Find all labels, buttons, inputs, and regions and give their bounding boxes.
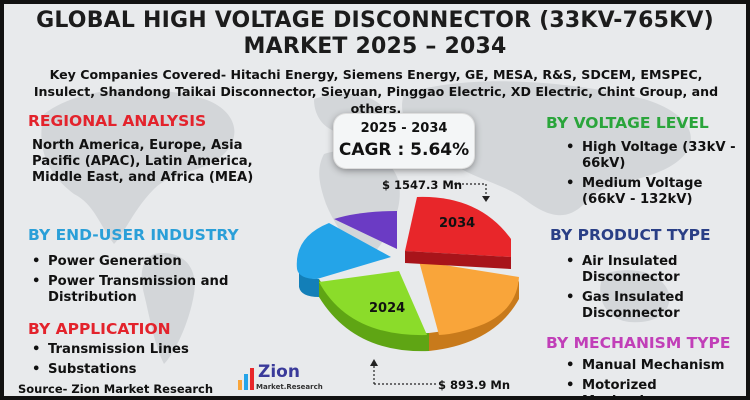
- title-line-2: MARKET 2025 – 2034: [243, 34, 507, 59]
- list-item: Air Insulated Disconnector: [562, 254, 742, 286]
- list-item: Gas Insulated Disconnector: [562, 290, 742, 322]
- list-item: Motorized Mechanism: [562, 378, 744, 396]
- list-item: Power Transmission and Distribution: [28, 274, 268, 306]
- regional-analysis-heading: REGIONAL ANALYSIS: [28, 112, 207, 130]
- logo-subtitle: Market.Research: [256, 383, 323, 391]
- logo-name: Zion: [258, 362, 300, 382]
- list-item: Substations: [28, 362, 268, 378]
- list-item: Medium Voltage (66kV - 132kV): [562, 176, 742, 208]
- source-note: Source- Zion Market Research: [18, 382, 214, 396]
- list-item: High Voltage (33kV - 66kV): [562, 140, 742, 172]
- slice-green: [319, 271, 427, 336]
- slice-blue: [296, 223, 391, 279]
- annotation-2024-arrow: [370, 359, 436, 385]
- key-companies: Key Companies Covered- Hitachi Energy, S…: [33, 67, 719, 116]
- slice-red: [405, 196, 511, 257]
- cagr-value: CAGR : 5.64%: [338, 140, 470, 160]
- end-user-heading: BY END-USER INDUSTRY: [28, 226, 239, 244]
- voltage-level-heading: BY VOLTAGE LEVEL: [546, 114, 709, 132]
- end-user-list: Power Generation Power Transmission and …: [28, 254, 268, 310]
- value-2034: $ 1547.3 Mn: [382, 178, 463, 192]
- cagr-years: 2025 - 2034: [360, 121, 448, 136]
- application-list: Transmission Lines Substations: [28, 342, 268, 382]
- pie-label-2034: 2034: [439, 216, 475, 231]
- regional-analysis-text: North America, Europe, Asia Pacific (APA…: [32, 138, 254, 185]
- list-item: Manual Mechanism: [562, 358, 744, 374]
- title-line-1: GLOBAL HIGH VOLTAGE DISCONNECTOR (33KV-7…: [36, 8, 714, 33]
- product-type-heading: BY PRODUCT TYPE: [550, 226, 711, 244]
- slice-orange: [419, 261, 519, 335]
- application-heading: BY APPLICATION: [28, 320, 171, 338]
- pie-label-2024: 2024: [369, 301, 405, 316]
- voltage-level-list: High Voltage (33kV - 66kV) Medium Voltag…: [562, 140, 742, 212]
- mechanism-type-heading: BY MECHANISM TYPE: [546, 334, 731, 352]
- value-2024: $ 893.9 Mn: [438, 378, 511, 392]
- slice-purple: [334, 211, 397, 249]
- pie-chart: 2034 2024: [296, 196, 519, 352]
- mechanism-type-list: Manual Mechanism Motorized Mechanism: [562, 358, 744, 396]
- slice-red-side: [405, 251, 511, 269]
- list-item: Power Generation: [28, 254, 268, 270]
- product-type-list: Air Insulated Disconnector Gas Insulated…: [562, 254, 742, 326]
- annotation-2034-arrow: [454, 183, 490, 202]
- zion-logo-icon: [238, 368, 254, 390]
- cagr-box: 2025 - 2034 CAGR : 5.64%: [334, 114, 474, 168]
- list-item: Transmission Lines: [28, 342, 268, 358]
